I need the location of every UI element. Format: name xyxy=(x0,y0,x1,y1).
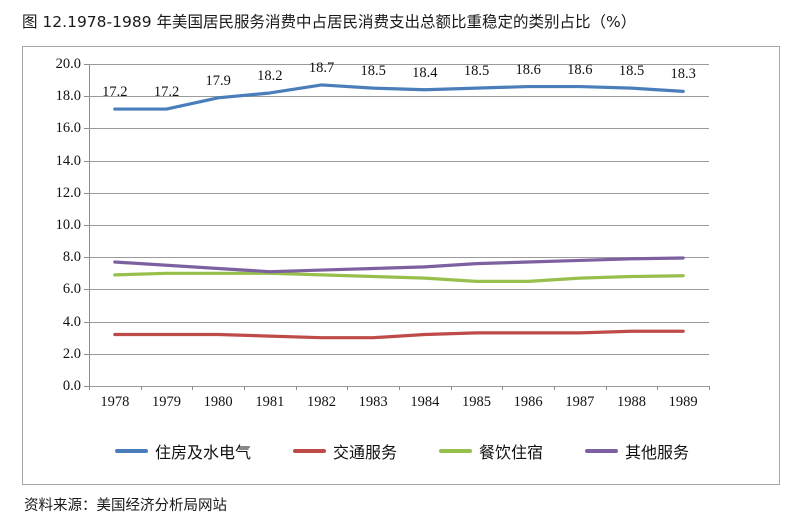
chart-frame: 0.0 2.0 4.0 6.0 8.0 10.0 12.0 14.0 16.0 18.0 20.0 … xyxy=(22,46,780,485)
x-axis-tick-label: 1979 xyxy=(152,394,181,410)
data-point-label: 18.4 xyxy=(412,64,438,81)
gridline xyxy=(89,321,709,323)
series-line xyxy=(113,256,685,274)
x-axis-tick-label: 1989 xyxy=(668,394,698,410)
y-axis-tick-label: 18.0 xyxy=(55,88,81,105)
x-axis-tick-label: 1985 xyxy=(462,394,491,410)
data-point-label: 18.2 xyxy=(257,67,283,84)
y-axis-tick-label: 20.0 xyxy=(55,56,81,72)
y-axis-tick xyxy=(84,321,89,323)
data-point-label: 17.2 xyxy=(102,84,128,101)
gridline xyxy=(89,192,709,194)
data-point-label: 17.9 xyxy=(205,72,231,89)
x-axis-tick-label: 1981 xyxy=(255,394,285,410)
x-axis-tick xyxy=(89,386,90,390)
y-axis-tick-label: 2.0 xyxy=(62,345,81,362)
x-axis-tick xyxy=(450,386,452,390)
series-line xyxy=(113,329,685,340)
y-axis-tick xyxy=(84,160,89,162)
y-axis-tick xyxy=(84,64,89,65)
data-point-label: 18.6 xyxy=(567,61,593,78)
x-axis-tick xyxy=(709,386,710,390)
gridline xyxy=(89,96,709,98)
legend-label: 餐饮住宿 xyxy=(479,443,544,462)
y-axis-tick-label: 0.0 xyxy=(62,378,81,394)
x-axis-tick xyxy=(502,386,504,390)
data-point-label: 17.2 xyxy=(153,84,180,101)
legend-item[interactable]: 住房及水电气 xyxy=(114,439,251,463)
gridline xyxy=(89,257,709,259)
legend-label: 交通服务 xyxy=(332,443,397,462)
y-axis-tick xyxy=(84,353,89,355)
x-axis-tick xyxy=(554,386,555,390)
y-axis-tick xyxy=(84,257,89,259)
data-point-label: 18.7 xyxy=(308,59,335,76)
y-axis-tick-label: 14.0 xyxy=(55,152,81,169)
legend-label: 住房及水电气 xyxy=(154,443,251,462)
x-axis-tick-label: 1980 xyxy=(203,394,233,410)
legend-color-swatch xyxy=(292,449,326,453)
y-axis-tick xyxy=(84,386,89,387)
chart-legend: 住房及水电气 交通服务 餐饮住宿 其他服务 xyxy=(23,437,781,465)
legend-item[interactable]: 交通服务 xyxy=(292,439,397,463)
legend-color-swatch xyxy=(439,449,472,453)
gridline xyxy=(89,225,709,226)
x-axis-tick-label: 1984 xyxy=(410,394,440,410)
x-axis-tick-label: 1987 xyxy=(565,394,595,410)
x-axis-tick xyxy=(657,386,659,390)
x-axis-tick xyxy=(605,386,607,390)
data-point-label: 18.5 xyxy=(463,63,490,80)
x-axis-tick xyxy=(347,386,349,390)
y-axis-tick-label: 6.0 xyxy=(62,281,81,298)
series-lines xyxy=(113,83,685,340)
series-line xyxy=(113,83,685,111)
chart-plot-area: 0.0 2.0 4.0 6.0 8.0 10.0 12.0 14.0 16.0 18.0 20.0 … xyxy=(23,47,781,486)
plot-canvas: 17.2 17.2 17.9 18.2 18.7 18.5 18.4 18.5 18.6 18.6… xyxy=(84,59,710,390)
gridline xyxy=(89,289,709,291)
legend-item[interactable]: 其他服务 xyxy=(585,439,689,463)
data-point-label: 18.5 xyxy=(360,63,386,80)
x-axis-tick xyxy=(295,386,297,390)
data-point-label: 18.5 xyxy=(618,63,645,80)
x-axis-tick xyxy=(244,386,245,390)
y-axis-tick-label: 16.0 xyxy=(55,120,81,137)
y-axis-tick-label: 4.0 xyxy=(62,313,81,330)
y-axis-tick xyxy=(84,96,89,98)
y-axis-tick-label: 12.0 xyxy=(55,184,81,201)
source-note: 资料来源：美国经济分析局网站 xyxy=(24,498,227,514)
x-axis-tick xyxy=(399,386,400,390)
y-axis-tick xyxy=(84,128,89,130)
data-point-label: 18.3 xyxy=(670,66,696,83)
legend-item[interactable]: 餐饮住宿 xyxy=(439,439,543,463)
x-axis-tick-label: 1988 xyxy=(617,394,646,410)
x-axis-tick-label: 1983 xyxy=(358,394,388,410)
x-axis-labels: 1978 1979 1980 1981 1982 1983 1984 1985 1986 1987… xyxy=(89,394,709,416)
gridline xyxy=(89,64,709,65)
legend-label: 其他服务 xyxy=(625,443,690,462)
legend-color-swatch xyxy=(114,449,148,453)
y-axis-labels: 0.0 2.0 4.0 6.0 8.0 10.0 12.0 14.0 16.0 18.0 20.0 xyxy=(23,47,89,394)
data-point-label: 18.6 xyxy=(515,61,541,78)
y-axis-tick xyxy=(84,289,89,291)
y-axis-tick-label: 8.0 xyxy=(62,249,81,266)
x-axis-tick-label: 1982 xyxy=(307,394,336,410)
x-axis-tick-label: 1978 xyxy=(100,394,130,410)
y-axis-tick xyxy=(84,192,89,194)
gridline xyxy=(89,353,709,355)
x-axis-tick xyxy=(192,386,194,390)
x-axis-tick-label: 1986 xyxy=(513,394,543,410)
series-line xyxy=(113,271,685,283)
figure-title: 图 12.1978-1989 年美国居民服务消费中占居民消费支出总额比重稳定的类… xyxy=(22,13,637,31)
legend-color-swatch xyxy=(585,449,619,453)
gridline xyxy=(89,128,709,130)
x-axis-tick xyxy=(140,386,142,390)
y-axis-tick-label: 10.0 xyxy=(55,217,81,233)
gridline xyxy=(89,160,709,162)
y-axis-tick xyxy=(84,225,89,226)
